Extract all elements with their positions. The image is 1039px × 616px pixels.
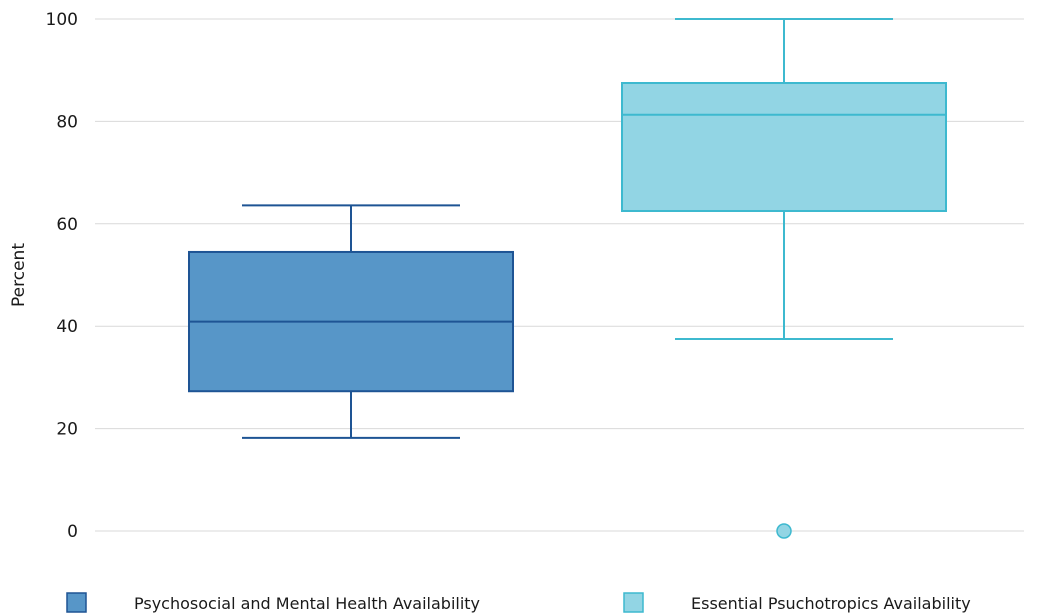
- box-series: [188, 18, 947, 539]
- legend: Psychosocial and Mental Health Availabil…: [66, 592, 971, 613]
- legend-label: Essential Psuchotropics Availability: [691, 594, 971, 613]
- y-tick-label: 80: [56, 112, 78, 132]
- box-2: [621, 18, 947, 539]
- iqr-box: [621, 82, 947, 212]
- y-tick-label: 60: [56, 215, 78, 235]
- legend-label: Psychosocial and Mental Health Availabil…: [134, 594, 480, 613]
- legend-swatch: [66, 592, 87, 613]
- y-tick-label: 20: [56, 420, 78, 440]
- y-axis-title: Percent: [9, 243, 29, 307]
- legend-swatch: [623, 592, 644, 613]
- box-1: [188, 204, 514, 439]
- y-tick-label: 0: [67, 522, 78, 542]
- y-tick-label: 100: [46, 10, 78, 30]
- legend-item-2: Essential Psuchotropics Availability: [623, 592, 971, 613]
- outlier-point: [776, 523, 792, 539]
- y-tick-label: 40: [56, 317, 78, 337]
- legend-item-1: Psychosocial and Mental Health Availabil…: [66, 592, 480, 613]
- y-axis-tick-labels: 0 20 40 60 80 100: [46, 10, 78, 542]
